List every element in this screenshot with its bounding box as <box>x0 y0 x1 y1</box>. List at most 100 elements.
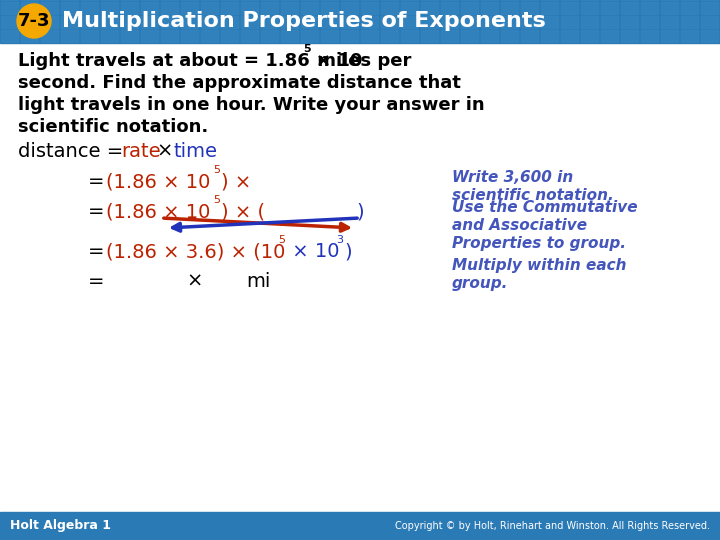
Bar <box>161 30 178 42</box>
Bar <box>361 2 378 14</box>
Bar <box>501 2 518 14</box>
Text: 7-3: 7-3 <box>18 12 50 30</box>
Bar <box>281 16 298 28</box>
Circle shape <box>17 4 51 38</box>
Bar <box>641 16 658 28</box>
Bar <box>561 30 578 42</box>
Bar <box>1 2 18 14</box>
Bar <box>501 30 518 42</box>
Bar <box>661 30 678 42</box>
Text: (1.86 × 3.6) × (10: (1.86 × 3.6) × (10 <box>106 242 285 261</box>
Bar <box>601 30 618 42</box>
Bar <box>41 2 58 14</box>
Bar <box>121 2 138 14</box>
Text: miles per: miles per <box>311 52 411 70</box>
Text: scientific notation.: scientific notation. <box>18 118 208 136</box>
Bar <box>521 30 538 42</box>
Text: Properties to group.: Properties to group. <box>452 236 626 251</box>
Bar <box>321 2 338 14</box>
Bar <box>601 16 618 28</box>
Bar <box>281 2 298 14</box>
Bar <box>221 30 238 42</box>
Bar <box>161 2 178 14</box>
Text: ) × (: ) × ( <box>221 202 265 221</box>
Bar <box>241 30 258 42</box>
Bar <box>681 30 698 42</box>
Text: rate: rate <box>121 142 161 161</box>
Bar <box>601 2 618 14</box>
Bar <box>401 2 418 14</box>
Bar <box>341 2 358 14</box>
Text: Write 3,600 in: Write 3,600 in <box>452 170 573 185</box>
Bar <box>21 2 38 14</box>
Bar <box>361 16 378 28</box>
Bar <box>241 2 258 14</box>
Bar <box>101 16 118 28</box>
Bar <box>461 30 478 42</box>
Bar <box>661 16 678 28</box>
Text: 5: 5 <box>278 235 285 245</box>
Bar <box>681 2 698 14</box>
Bar <box>141 30 158 42</box>
Bar <box>21 30 38 42</box>
Bar <box>621 30 638 42</box>
Bar <box>441 2 458 14</box>
Bar <box>661 2 678 14</box>
Bar <box>481 2 498 14</box>
Text: Multiplication Properties of Exponents: Multiplication Properties of Exponents <box>62 11 546 31</box>
Bar <box>321 30 338 42</box>
Text: ×: × <box>156 142 172 161</box>
Bar <box>61 16 78 28</box>
Text: =: = <box>88 272 104 291</box>
Text: time: time <box>173 142 217 161</box>
Bar <box>21 16 38 28</box>
Text: Multiply within each: Multiply within each <box>452 258 626 273</box>
Bar <box>81 16 98 28</box>
Text: Light travels at about = 1.86 × 10: Light travels at about = 1.86 × 10 <box>18 52 362 70</box>
Text: × 10: × 10 <box>286 242 340 261</box>
Bar <box>621 2 638 14</box>
Bar <box>0 512 720 540</box>
Bar <box>381 16 398 28</box>
Text: second. Find the approximate distance that: second. Find the approximate distance th… <box>18 74 461 92</box>
Bar <box>421 16 438 28</box>
Text: mi: mi <box>246 272 271 291</box>
Bar <box>261 30 278 42</box>
Bar <box>701 2 718 14</box>
Bar <box>121 16 138 28</box>
Bar <box>381 2 398 14</box>
Bar <box>561 16 578 28</box>
Bar <box>301 16 318 28</box>
Text: ): ) <box>356 202 364 221</box>
Bar <box>181 2 198 14</box>
Bar <box>441 30 458 42</box>
Bar <box>541 16 558 28</box>
Bar <box>461 16 478 28</box>
Text: Holt Algebra 1: Holt Algebra 1 <box>10 519 111 532</box>
Bar <box>481 16 498 28</box>
Bar <box>521 16 538 28</box>
Text: 5: 5 <box>213 165 220 175</box>
Bar <box>641 2 658 14</box>
Bar <box>41 30 58 42</box>
Bar <box>281 30 298 42</box>
Bar <box>141 2 158 14</box>
Bar <box>501 16 518 28</box>
Bar <box>701 30 718 42</box>
Bar <box>141 16 158 28</box>
Bar <box>181 30 198 42</box>
Text: ): ) <box>344 242 351 261</box>
Bar <box>81 2 98 14</box>
Bar <box>441 16 458 28</box>
Bar <box>341 30 358 42</box>
Bar <box>321 16 338 28</box>
Text: =: = <box>88 242 104 261</box>
Text: ) ×: ) × <box>221 172 251 191</box>
Bar <box>461 2 478 14</box>
Bar <box>81 30 98 42</box>
Bar <box>221 2 238 14</box>
Bar <box>201 2 218 14</box>
Bar <box>401 16 418 28</box>
Bar <box>201 30 218 42</box>
Bar <box>201 16 218 28</box>
